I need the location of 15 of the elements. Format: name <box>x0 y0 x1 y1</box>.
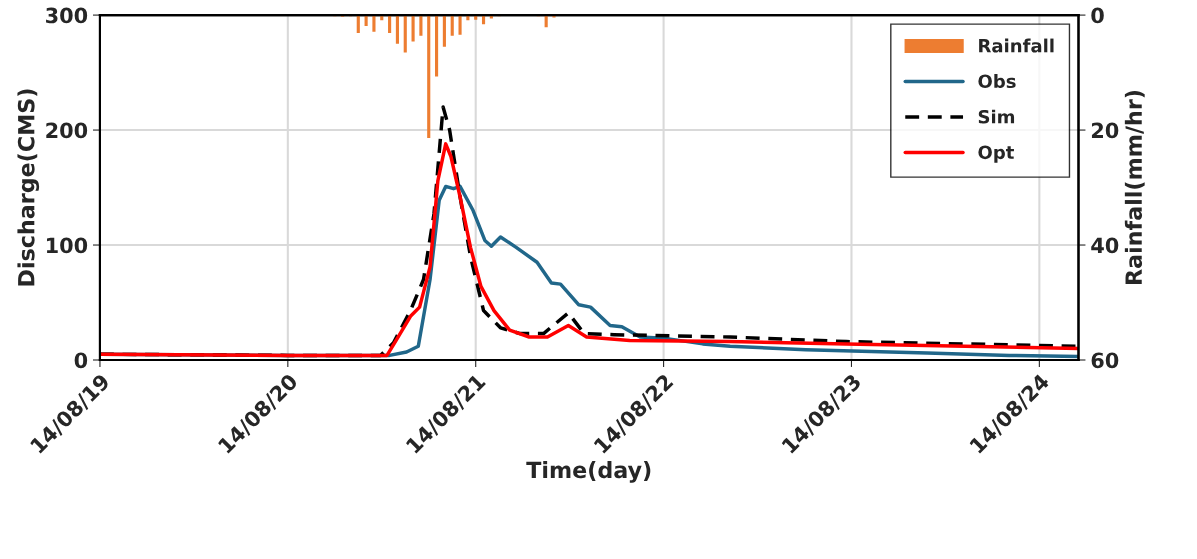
y2-tick-label: 20 <box>1091 122 1119 139</box>
y-tick-label: 100 <box>47 237 88 254</box>
legend-label: Sim <box>978 109 1015 124</box>
x-axis-title: Time(day) <box>526 461 651 483</box>
y2-tick-label: 40 <box>1091 237 1119 254</box>
y2-axis-title: Rainfall(mm/hr) <box>1124 90 1145 284</box>
y2-tick-label: 0 <box>1091 7 1104 24</box>
y-tick-label: 0 <box>74 352 88 369</box>
legend-label: Obs <box>978 74 1016 89</box>
y-tick-label: 300 <box>46 7 88 24</box>
legend-label: Rainfall <box>979 38 1054 53</box>
legend-label: Opt <box>978 145 1014 163</box>
y-axis-title: Discharge(CMS) <box>17 89 40 286</box>
y2-tick-label: 60 <box>1091 352 1119 369</box>
y-tick-label: 200 <box>46 122 88 139</box>
